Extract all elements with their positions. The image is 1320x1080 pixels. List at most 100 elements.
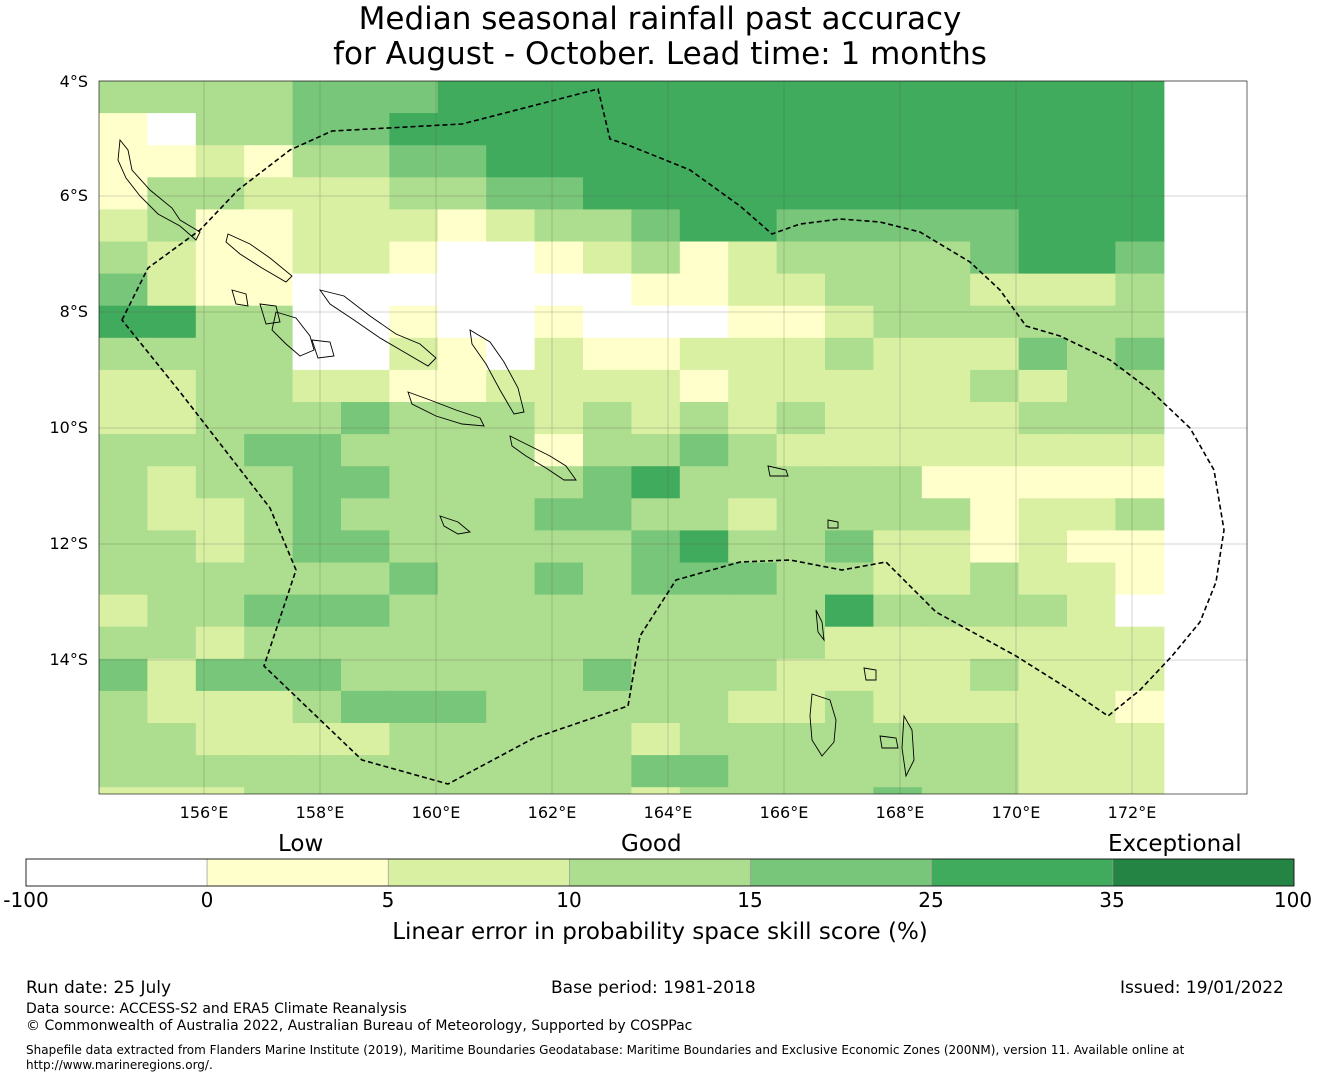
grid-cell bbox=[341, 305, 390, 339]
grid-cell bbox=[825, 273, 874, 307]
grid-cell bbox=[873, 466, 923, 499]
grid-cell bbox=[341, 723, 390, 756]
grid-cell bbox=[728, 723, 778, 756]
grid-cell bbox=[147, 177, 197, 210]
grid-cell bbox=[437, 594, 487, 628]
grid-cell bbox=[244, 723, 294, 756]
grid-cell bbox=[583, 723, 632, 756]
grid-cell bbox=[1067, 498, 1116, 531]
grid-cell bbox=[99, 434, 148, 467]
grid-cell bbox=[437, 145, 487, 178]
grid-cell bbox=[728, 81, 778, 114]
grid-cell bbox=[341, 787, 390, 794]
grid-cell bbox=[776, 81, 826, 114]
grid-cell bbox=[389, 723, 439, 756]
grid-cell bbox=[534, 177, 584, 210]
grid-cell bbox=[292, 755, 342, 788]
grid-cell bbox=[970, 755, 1020, 788]
map-frame bbox=[98, 80, 1248, 795]
grid-cell bbox=[1115, 241, 1165, 275]
grid-cell bbox=[728, 434, 778, 467]
grid-cell bbox=[921, 434, 971, 467]
grid-cell bbox=[486, 562, 536, 596]
grid-cell bbox=[679, 145, 729, 178]
grid-cell bbox=[776, 434, 826, 467]
grid-cell bbox=[631, 337, 681, 371]
grid-cell bbox=[825, 337, 874, 371]
grid-cell bbox=[486, 209, 536, 243]
grid-cell bbox=[1115, 145, 1165, 178]
grid-cell bbox=[341, 626, 390, 660]
grid-cell bbox=[486, 402, 536, 435]
grid-cell bbox=[99, 690, 148, 724]
grid-cell bbox=[244, 434, 294, 467]
grid-cell bbox=[486, 466, 536, 499]
grid-cell bbox=[825, 498, 874, 531]
grid-cell bbox=[1018, 498, 1068, 531]
grid-cell bbox=[631, 113, 681, 146]
grid-cell bbox=[921, 755, 971, 788]
grid-cell bbox=[244, 530, 294, 564]
lat-label-12s: 12°S bbox=[49, 534, 88, 553]
grid-cell bbox=[341, 562, 390, 596]
marineregions-link[interactable]: http://www.marineregions.org/. bbox=[26, 1058, 213, 1072]
grid-cell bbox=[389, 273, 439, 307]
grid-cell bbox=[292, 402, 342, 435]
grid-cell bbox=[99, 498, 148, 531]
category-good: Good bbox=[621, 831, 682, 857]
grid-cell bbox=[486, 81, 536, 114]
grid-cell bbox=[195, 337, 245, 371]
grid-cell bbox=[147, 81, 197, 114]
colorbar-segment bbox=[931, 858, 1114, 887]
grid-cell bbox=[921, 530, 971, 564]
grid-cell bbox=[583, 369, 632, 403]
grid-cell bbox=[679, 787, 729, 794]
grid-cell bbox=[534, 305, 584, 339]
grid-cell bbox=[244, 658, 294, 692]
grid-cell bbox=[341, 402, 390, 435]
grid-cell bbox=[728, 466, 778, 499]
grid-cell bbox=[292, 81, 342, 114]
grid-cell bbox=[195, 145, 245, 178]
grid-cell bbox=[873, 241, 923, 275]
lon-label-160e: 160°E bbox=[411, 803, 461, 822]
grid-cell bbox=[873, 402, 923, 435]
grid-cell bbox=[534, 369, 584, 403]
grid-cell bbox=[1067, 369, 1116, 403]
grid-cell bbox=[389, 434, 439, 467]
grid-cell bbox=[292, 241, 342, 275]
grid-cell bbox=[147, 690, 197, 724]
grid-cell bbox=[244, 145, 294, 178]
grid-cell bbox=[292, 113, 342, 146]
grid-cell bbox=[728, 530, 778, 564]
category-exceptional: Exceptional bbox=[1108, 831, 1242, 857]
grid-cell bbox=[244, 755, 294, 788]
grid-cell bbox=[534, 209, 584, 243]
grid-cell bbox=[776, 723, 826, 756]
grid-cell bbox=[776, 273, 826, 307]
grid-cell bbox=[1067, 562, 1116, 596]
grid-cell bbox=[921, 402, 971, 435]
grid-cell bbox=[728, 337, 778, 371]
grid-cell bbox=[825, 113, 874, 146]
grid-cell bbox=[776, 498, 826, 531]
grid-cell bbox=[534, 498, 584, 531]
grid-cell bbox=[728, 755, 778, 788]
grid-cell bbox=[244, 209, 294, 243]
grid-cell bbox=[1115, 273, 1165, 307]
grid-cell bbox=[292, 594, 342, 628]
island-outlines bbox=[117, 138, 915, 778]
grid-cell bbox=[1067, 594, 1116, 628]
grid-cell bbox=[292, 658, 342, 692]
grid-cell bbox=[873, 658, 923, 692]
grid-cell bbox=[825, 755, 874, 788]
grid-cell bbox=[825, 787, 874, 794]
grid-cell bbox=[147, 434, 197, 467]
grid-cell bbox=[1067, 787, 1116, 794]
grid-cell bbox=[825, 434, 874, 467]
grid-cell bbox=[341, 337, 390, 371]
grid-cell bbox=[873, 755, 923, 788]
grid-cell bbox=[1018, 434, 1068, 467]
grid-cell bbox=[776, 562, 826, 596]
grid-cell bbox=[244, 241, 294, 275]
